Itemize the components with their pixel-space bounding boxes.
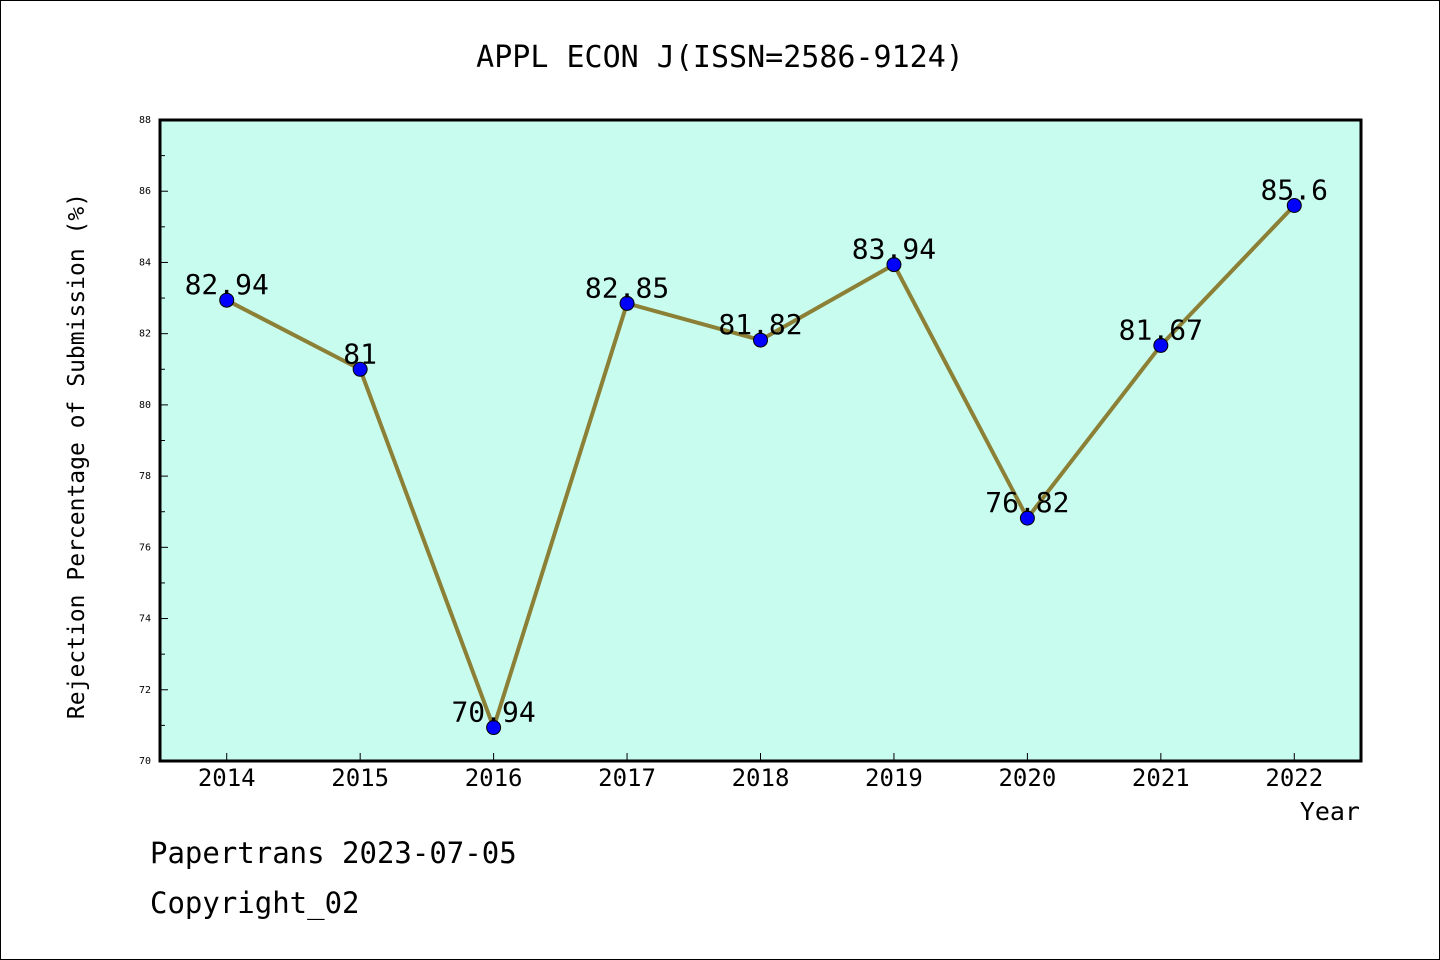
y-tick-label: 78 — [139, 471, 151, 482]
y-tick-label: 80 — [139, 400, 151, 411]
data-point — [886, 257, 902, 273]
axis-ticks: 70 72 74 76 78 80 82 84 86 88 2014 2015 2016 2017 2018… — [139, 115, 1323, 792]
y-tick-label: 88 — [139, 115, 151, 126]
x-tick-label: 2016 — [465, 764, 523, 792]
y-tick-label: 72 — [139, 685, 151, 696]
data-point — [753, 332, 768, 348]
data-label: 76.82 — [985, 486, 1069, 519]
y-tick-label: 76 — [139, 542, 151, 553]
y-tick-label: 86 — [139, 186, 151, 197]
x-tick-label: 2014 — [198, 764, 256, 792]
data-label: 82.85 — [585, 271, 669, 304]
y-tick-label: 84 — [139, 257, 151, 268]
x-tick-label: 2018 — [732, 764, 790, 792]
data-point — [1019, 510, 1035, 526]
x-tick-label: 2021 — [1132, 764, 1190, 792]
data-point — [486, 720, 502, 736]
y-tick-label: 82 — [139, 329, 151, 340]
data-label: 82.94 — [185, 268, 269, 301]
data-label: 83.94 — [852, 233, 936, 266]
chart-title: APPL ECON J(ISSN=2586-9124) — [476, 40, 964, 75]
data-label: 81.82 — [718, 308, 802, 341]
data-point — [219, 292, 235, 308]
data-label: 85.6 — [1261, 173, 1328, 206]
x-tick-label: 2015 — [331, 764, 389, 792]
data-point — [352, 361, 368, 377]
y-tick-label: 74 — [139, 614, 151, 625]
data-label: 81 — [343, 337, 377, 370]
x-tick-label: 2019 — [865, 764, 923, 792]
x-tick-label: 2020 — [998, 764, 1056, 792]
y-tick-label: 70 — [139, 756, 151, 767]
footer-copyright: Copyright_02 — [150, 886, 360, 920]
data-point — [1286, 197, 1302, 213]
data-point — [619, 295, 635, 311]
data-label: 70.94 — [451, 696, 535, 729]
series-group: 82.94 81 70.94 82.85 81.82 83.94 76.82 81.67 85.… — [185, 173, 1328, 736]
x-tick-label: 2017 — [598, 764, 656, 792]
y-axis-label: Rejection Percentage of Submission (%) — [64, 193, 90, 719]
data-label: 81.67 — [1119, 313, 1203, 346]
plot-area — [158, 118, 1363, 763]
x-axis-label: Year — [1300, 797, 1360, 826]
x-tick-label: 2022 — [1265, 764, 1323, 792]
data-point — [1153, 337, 1169, 353]
footer-date: Papertrans 2023-07-05 — [150, 836, 517, 870]
